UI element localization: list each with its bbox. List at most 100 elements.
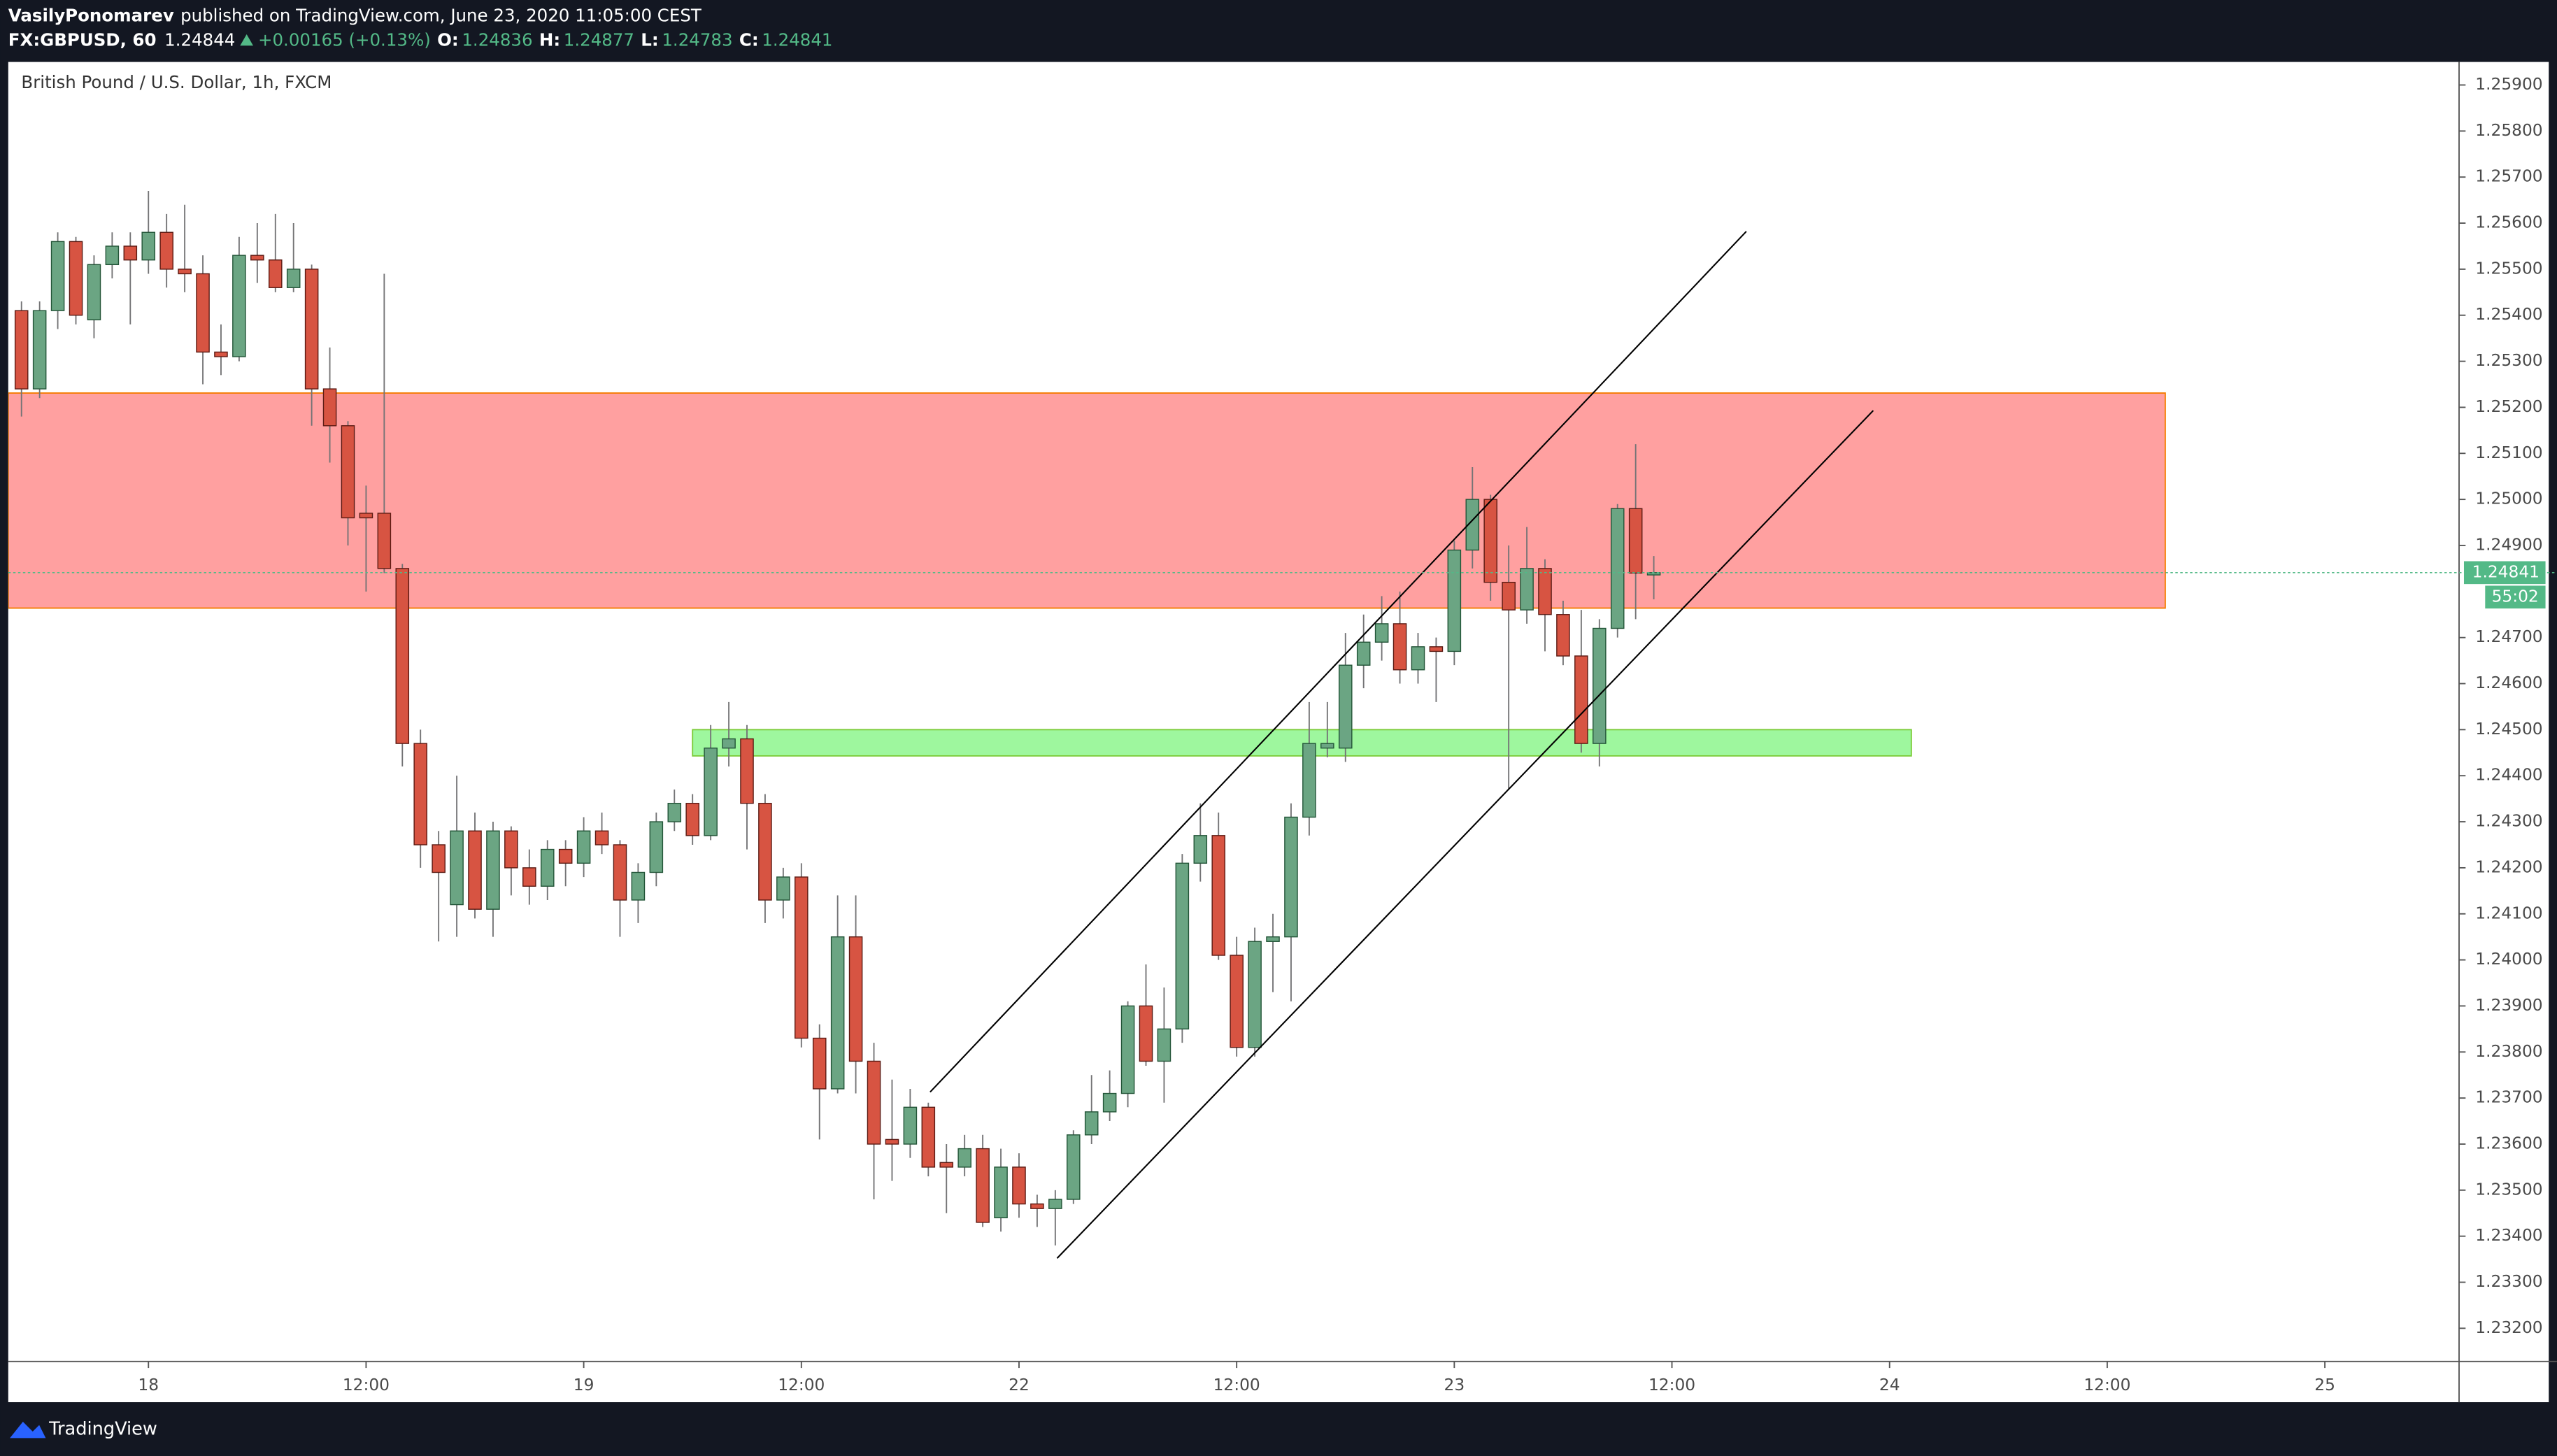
trend-line [930,231,1747,1093]
candle-body [178,269,192,275]
author: VasilyPonomarev [8,5,174,25]
y-tick-label: 1.25800 [2475,121,2542,140]
ohlc-value: 1.24783 [662,29,732,50]
countdown-badge [2485,585,2546,609]
x-tick-label: 25 [2314,1376,2335,1394]
candle-body [1338,664,1353,749]
candle-body [1393,623,1407,671]
y-tick-label: 1.23400 [2475,1226,2542,1245]
candle-body [830,936,845,1090]
price: 1.24844 [164,29,235,50]
candle-body [504,830,518,869]
candle-body [105,245,120,266]
candle-body [486,830,500,910]
y-tick-label: 1.25100 [2475,443,2542,462]
candle-body [1230,955,1244,1048]
y-tick-label: 1.23800 [2475,1042,2542,1061]
candle-body [722,738,736,749]
candle-body [395,568,410,744]
candle-body [413,743,427,845]
y-tick-label: 1.25700 [2475,167,2542,186]
candle-body [957,1148,971,1168]
candle-body [994,1166,1008,1219]
candle-body [69,241,83,316]
candle-body [32,310,47,390]
candle-body [377,513,392,569]
x-tick-label: 22 [1009,1376,1030,1394]
candle-body [848,936,863,1062]
candle-body [576,830,591,864]
candle-body [322,388,337,427]
candle-body [795,876,809,1039]
candle-body [1320,743,1334,749]
candle-body [1139,1005,1153,1062]
candle-body [1465,499,1480,551]
candle-body [758,803,772,901]
y-tick-label: 1.23300 [2475,1272,2542,1291]
candle-body [1193,835,1208,864]
candle-body [704,748,718,836]
candle-body [1574,655,1588,744]
candle-body [159,231,173,270]
candle-body [286,269,301,288]
chart-title: British Pound / U.S. Dollar, 1h, FXCM [21,72,332,92]
y-tick-label: 1.24500 [2475,720,2542,738]
zone [692,729,1912,757]
header-line-2: FX:GBPUSD, 60 1.24844 +0.00165 (+0.13%) O: 1… [8,29,833,50]
candle-body [341,425,355,519]
candle-body [50,241,65,311]
candle-body [1447,549,1462,652]
ohlc-value: 1.24877 [564,29,634,50]
y-tick-label: 1.24700 [2475,627,2542,646]
candle-body [141,231,156,261]
symbol: FX:GBPUSD, 60 [8,29,157,50]
y-tick-label: 1.23200 [2475,1318,2542,1337]
x-tick-label: 12:00 [778,1376,825,1394]
candle-body [123,245,138,261]
candle-body [903,1106,918,1145]
candle-body [812,1037,827,1090]
candle-body [14,310,29,390]
y-tick-label: 1.25900 [2475,75,2542,94]
candle-body [939,1162,954,1168]
candle-body [613,844,627,901]
candle-body [540,848,555,887]
y-tick-label: 1.24200 [2475,857,2542,876]
y-tick-label: 1.25200 [2475,397,2542,416]
footer-logo: TradingView [10,1419,157,1440]
candle-body [432,844,446,873]
candle-body [1302,743,1316,818]
candle-body [250,255,264,261]
candle-body [594,830,609,845]
candle-body [1483,499,1497,583]
candle-body [232,255,246,357]
candle-body [1628,508,1643,574]
candle-body [1520,568,1534,611]
change: +0.00165 (+0.13%) [258,29,431,50]
y-tick-label: 1.25400 [2475,305,2542,324]
x-tick-label: 12:00 [1648,1376,1695,1394]
y-tick-label: 1.24100 [2475,904,2542,922]
candle-body [1248,941,1262,1048]
candle-body [359,513,373,519]
y-tick-label: 1.23900 [2475,996,2542,1015]
logo-icon [10,1422,46,1439]
candle-body [1593,627,1607,744]
x-tick-label: 12:00 [343,1376,390,1394]
y-tick-label: 1.24600 [2475,673,2542,692]
up-arrow [240,34,253,46]
candle-body [1012,1166,1026,1205]
candle-body [304,269,319,390]
candle-body [667,803,682,822]
candle-body [885,1139,899,1145]
candle-body [1356,641,1371,666]
x-tick-label: 24 [1879,1376,1900,1394]
candle-body [1610,508,1625,629]
trend-line [1056,410,1874,1259]
y-tick-label: 1.24900 [2475,535,2542,554]
candle-body [685,803,699,836]
header-line-1: VasilyPonomarev published on TradingView.… [8,5,702,25]
ohlc-label: C: [739,29,759,50]
